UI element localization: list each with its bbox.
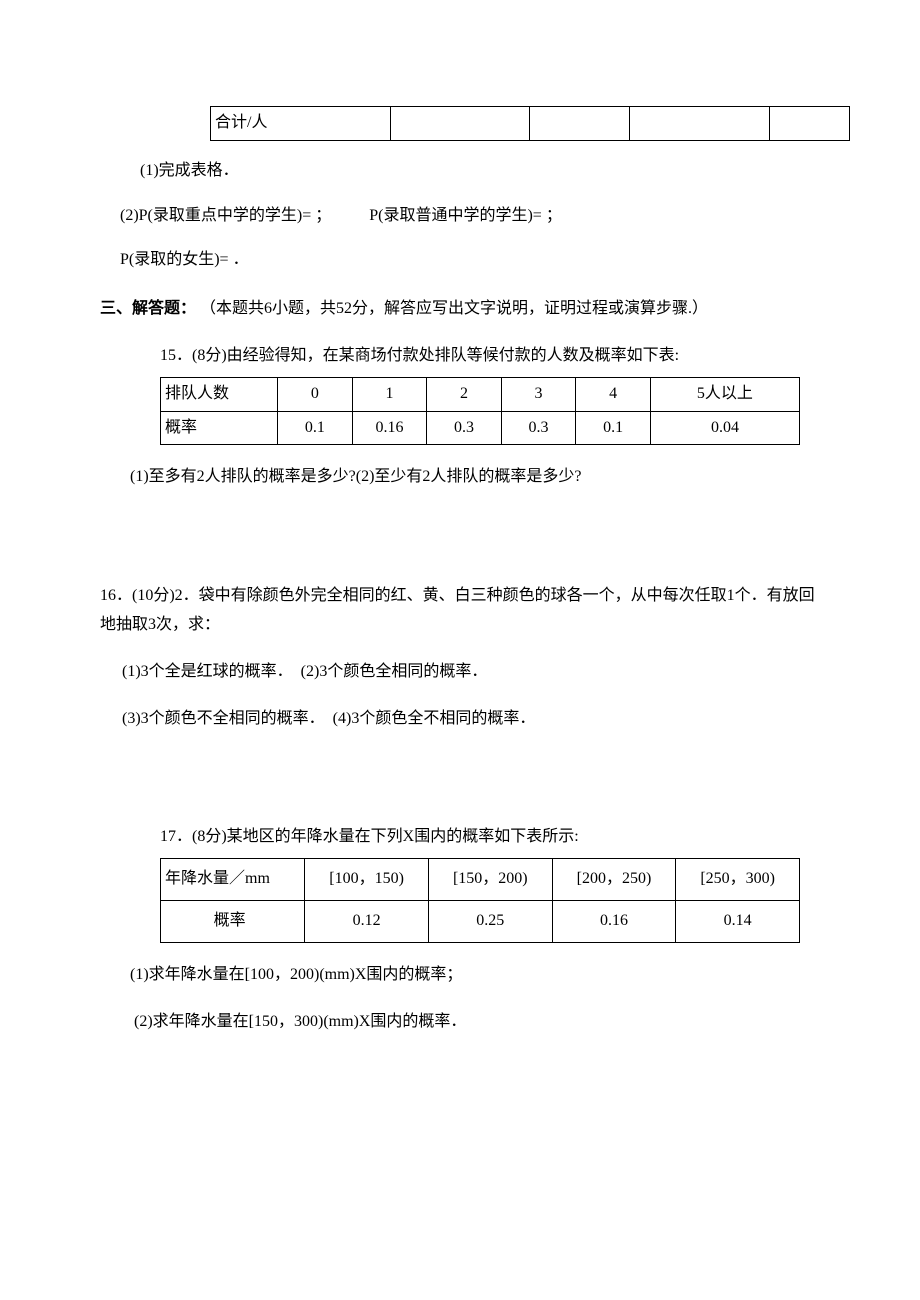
cell: 年降水量／mm bbox=[161, 859, 305, 901]
cell: 0.16 bbox=[352, 411, 427, 445]
section-desc: （本题共6小题，共52分，解答应写出文字说明，证明过程或演算步骤.） bbox=[200, 300, 708, 317]
cell: 0.14 bbox=[676, 900, 800, 942]
q16-sub1: (1)3个全是红球的概率． (2)3个颜色全相同的概率． bbox=[100, 658, 820, 687]
table-row: 排队人数 0 1 2 3 4 5人以上 bbox=[161, 377, 800, 411]
table-row: 概率 0.12 0.25 0.16 0.14 bbox=[161, 900, 800, 942]
cell: 0.04 bbox=[650, 411, 799, 445]
cell-empty bbox=[530, 107, 630, 141]
q16-head: 16．(10分)2．袋中有除颜色外完全相同的红、黄、白三种颜色的球各一个，从中每… bbox=[100, 582, 820, 640]
prob-key-school: (2)P(录取重点中学的学生)= ； bbox=[120, 207, 331, 224]
table-row: 合计/人 bbox=[211, 107, 850, 141]
cell: 0.16 bbox=[552, 900, 676, 942]
cell: 4 bbox=[576, 377, 651, 411]
cell: 排队人数 bbox=[161, 377, 278, 411]
q15-sub: (1)至多有2人排队的概率是多少?(2)至少有2人排队的概率是多少? bbox=[100, 463, 820, 492]
cell-empty bbox=[390, 107, 530, 141]
fill-blank-1: (1)完成表格． bbox=[100, 157, 820, 186]
table-row: 概率 0.1 0.16 0.3 0.3 0.1 0.04 bbox=[161, 411, 800, 445]
top-partial-table: 合计/人 bbox=[210, 106, 850, 141]
cell-empty bbox=[630, 107, 770, 141]
cell: 概率 bbox=[161, 411, 278, 445]
cell: 0.1 bbox=[576, 411, 651, 445]
cell: 概率 bbox=[161, 900, 305, 942]
cell: [150，200) bbox=[428, 859, 552, 901]
section-3-heading: 三、解答题： （本题共6小题，共52分，解答应写出文字说明，证明过程或演算步骤.… bbox=[100, 295, 820, 324]
cell: 0 bbox=[278, 377, 353, 411]
cell: 0.1 bbox=[278, 411, 353, 445]
prob-normal-school: P(录取普通中学的学生)= ； bbox=[369, 207, 562, 224]
section-number: 三、解答题： bbox=[100, 300, 196, 317]
cell: 0.25 bbox=[428, 900, 552, 942]
cell: 0.3 bbox=[501, 411, 576, 445]
fill-blank-2: (2)P(录取重点中学的学生)= ； P(录取普通中学的学生)= ； bbox=[100, 202, 820, 231]
q15-head: 15．(8分)由经验得知，在某商场付款处排队等候付款的人数及概率如下表: bbox=[100, 342, 820, 371]
q17-head: 17．(8分)某地区的年降水量在下列X围内的概率如下表所示: bbox=[100, 823, 820, 852]
cell: 3 bbox=[501, 377, 576, 411]
table-row: 年降水量／mm [100，150) [150，200) [200，250) [2… bbox=[161, 859, 800, 901]
q17-table: 年降水量／mm [100，150) [150，200) [200，250) [2… bbox=[160, 858, 800, 943]
cell: 0.3 bbox=[427, 411, 502, 445]
cell-empty bbox=[770, 107, 850, 141]
cell: 5人以上 bbox=[650, 377, 799, 411]
cell: [250，300) bbox=[676, 859, 800, 901]
cell: [100，150) bbox=[305, 859, 429, 901]
cell: [200，250) bbox=[552, 859, 676, 901]
q17-sub1: (1)求年降水量在[100，200)(mm)X围内的概率； bbox=[100, 961, 820, 990]
fill-blank-3: P(录取的女生)= ． bbox=[100, 246, 820, 275]
cell: 0.12 bbox=[305, 900, 429, 942]
cell: 2 bbox=[427, 377, 502, 411]
q16-sub2: (3)3个颜色不全相同的概率． (4)3个颜色全不相同的概率． bbox=[100, 705, 820, 734]
q17-sub2: (2)求年降水量在[150，300)(mm)X围内的概率． bbox=[100, 1008, 820, 1037]
q15-table: 排队人数 0 1 2 3 4 5人以上 概率 0.1 0.16 0.3 0.3 … bbox=[160, 377, 800, 446]
cell-label: 合计/人 bbox=[211, 107, 391, 141]
cell: 1 bbox=[352, 377, 427, 411]
